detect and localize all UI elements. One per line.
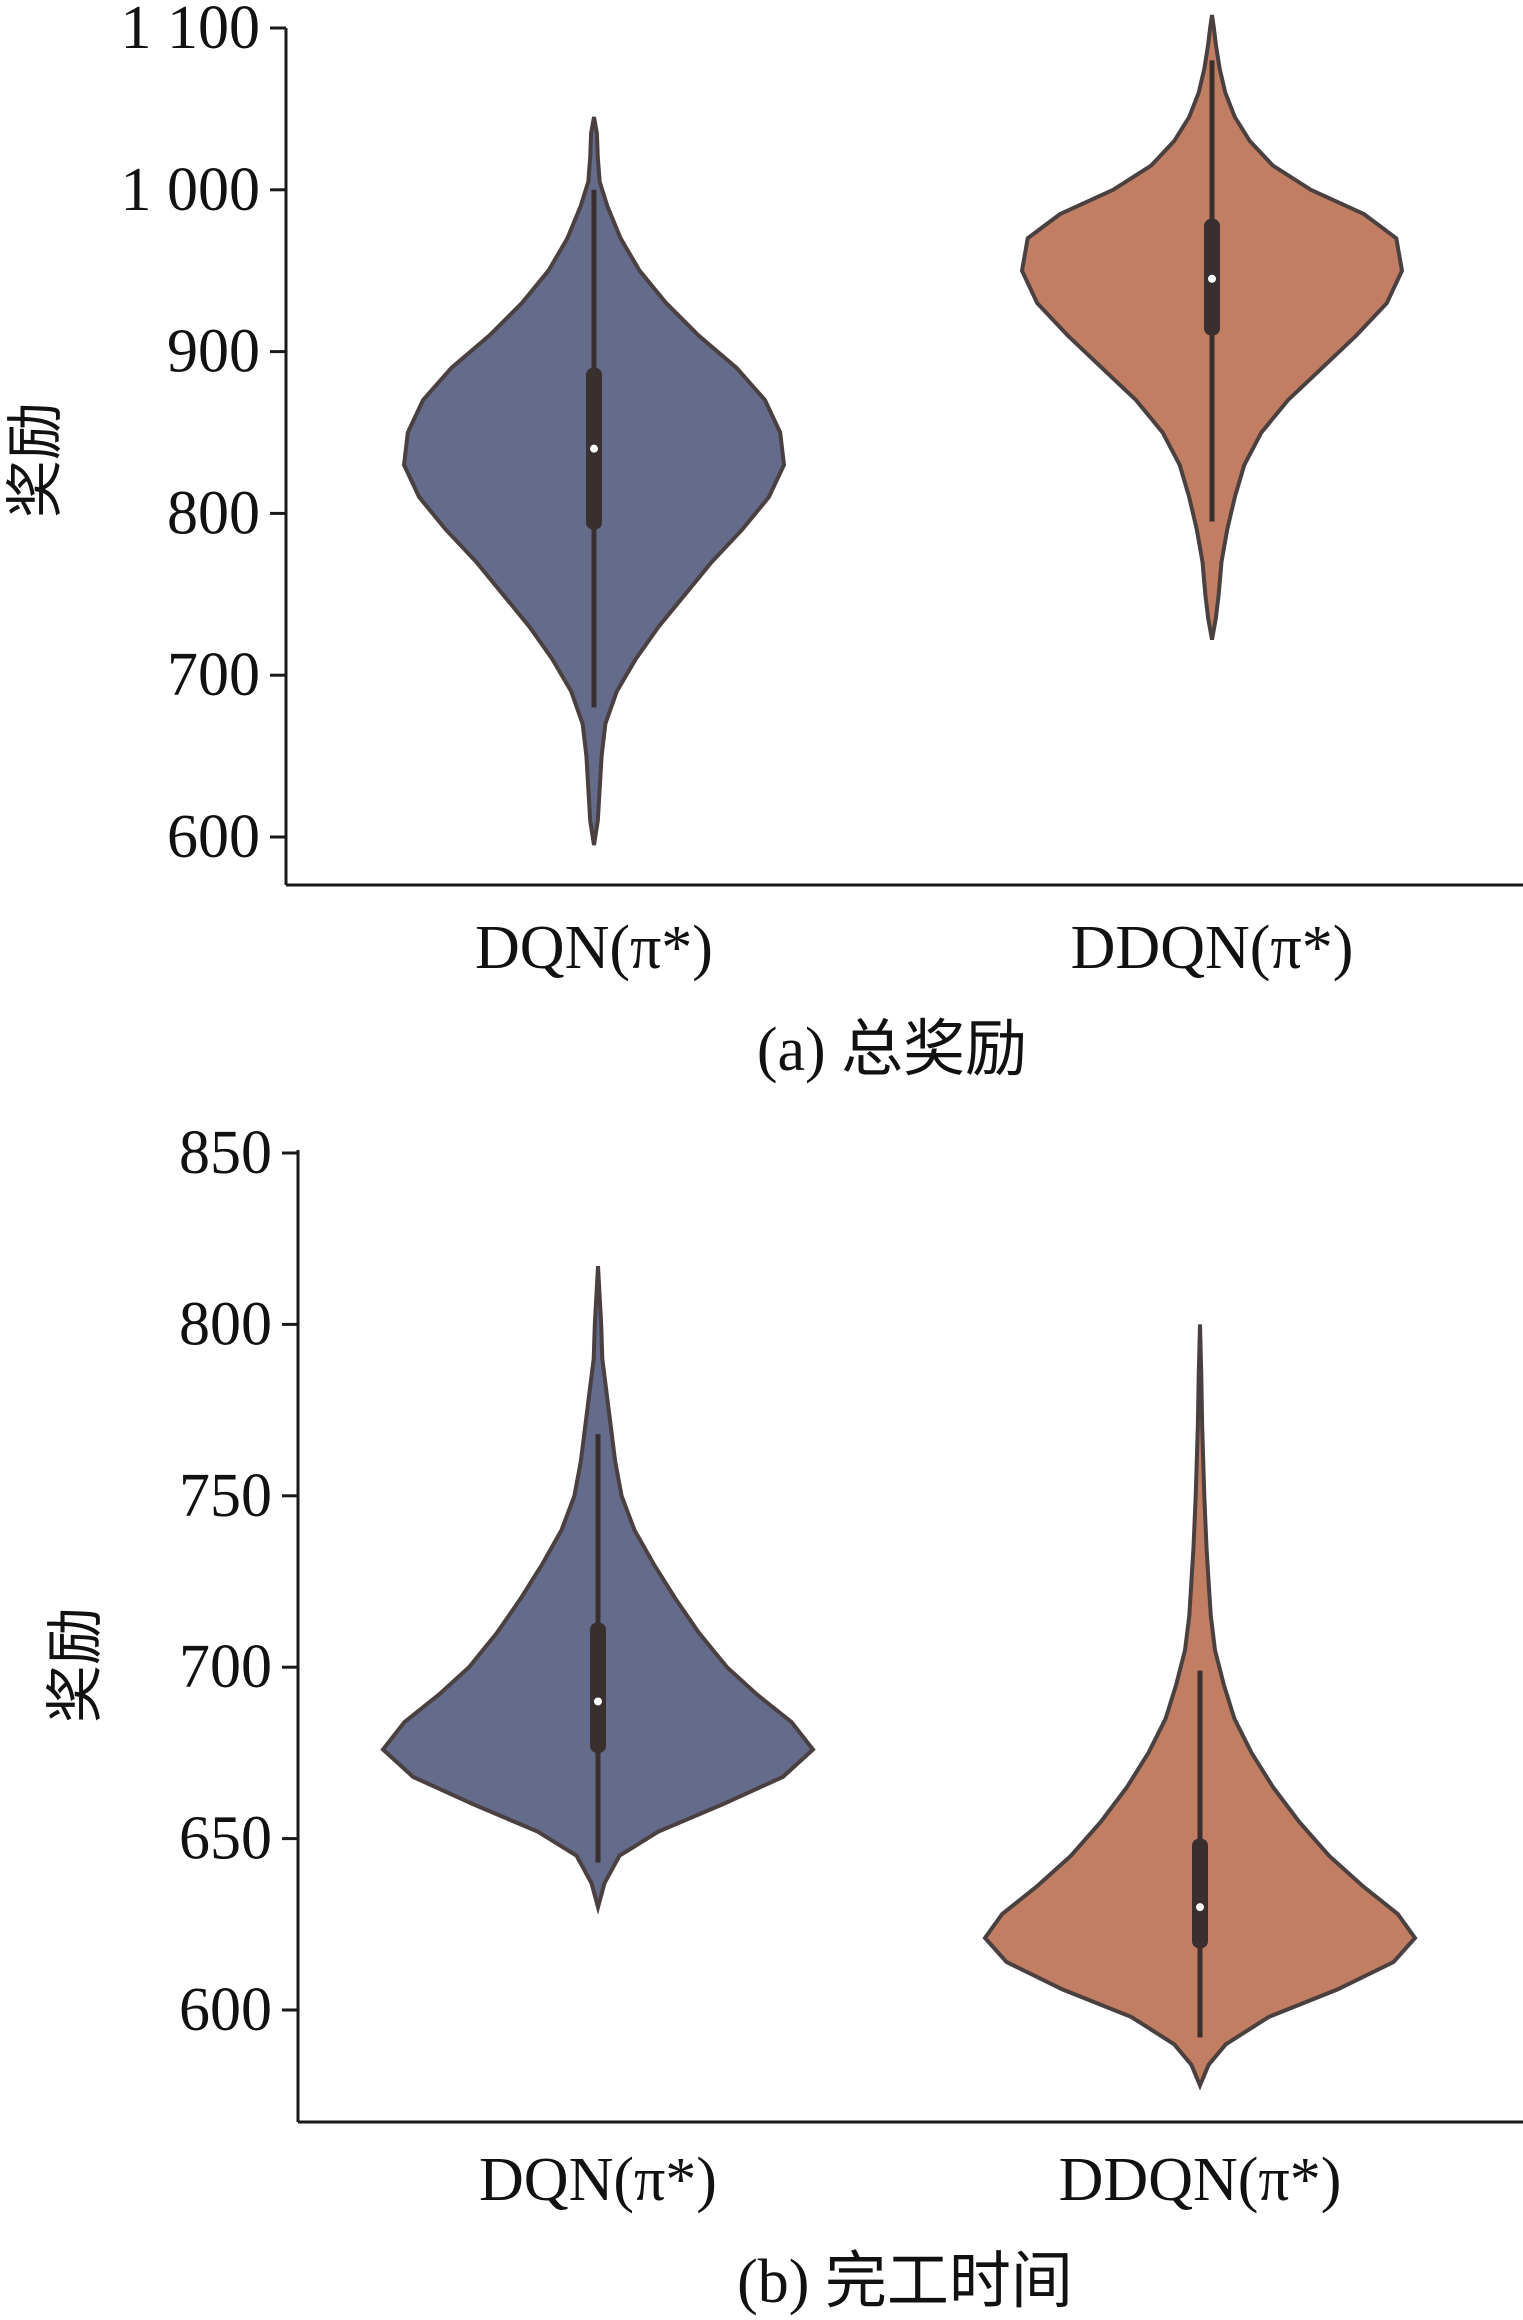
panel-caption: (a) 总奖励 [757,1016,1027,1084]
y-tick-label: 850 [179,1119,272,1187]
category-label: DQN(π*) [479,2146,717,2214]
panel-caption: (b) 完工时间 [737,2248,1073,2316]
y-tick-label: 600 [179,1976,272,2044]
y-axis-label: 奖励 [1,402,69,518]
y-tick-label: 700 [179,1633,272,1701]
median-dot [1196,1903,1204,1912]
y-tick-label: 700 [167,641,260,709]
median-dot [1208,274,1216,283]
y-axis-label: 奖励 [41,1607,109,1723]
y-tick-label: 800 [167,479,260,547]
median-dot [594,1697,602,1706]
panel-a-total-reward: 600 700 800 900 1 000 1 100 奖励 DQN(π*) DDQN(π*) (… [1,0,1523,1084]
y-tick-label: 800 [179,1290,272,1358]
median-dot [590,444,598,453]
y-tick-label: 600 [167,803,260,871]
iqr-box [1192,1838,1208,1949]
category-label: DDQN(π*) [1059,2146,1342,2214]
iqr-box [590,1622,606,1753]
y-tick-label: 750 [179,1462,272,1530]
category-label: DDQN(π*) [1071,914,1354,982]
panel-b-completion-time: 600 650 700 750 800 850 奖励 DQN(π*) DDQN(π*) (b) 完… [41,1119,1523,2316]
y-tick-label: 1 000 [121,156,261,224]
y-tick-label: 1 100 [121,0,261,62]
category-label: DQN(π*) [475,914,713,982]
y-tick-label: 900 [167,318,260,386]
y-tick-label: 650 [179,1805,272,1873]
